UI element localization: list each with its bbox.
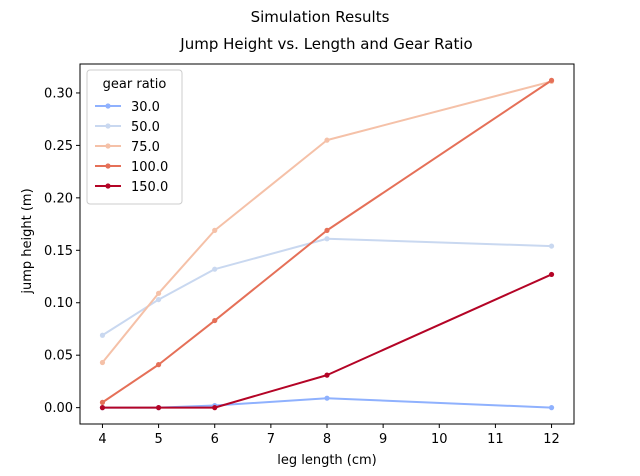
legend-entry-label: 30.0 bbox=[131, 100, 160, 115]
data-point bbox=[212, 227, 218, 233]
y-tick-label: 0.25 bbox=[44, 139, 73, 154]
data-point bbox=[324, 236, 330, 242]
legend-marker bbox=[105, 123, 111, 129]
y-tick-label: 0.30 bbox=[44, 86, 73, 101]
data-point bbox=[324, 372, 330, 378]
legend-box bbox=[86, 69, 183, 205]
y-tick-label: 0.15 bbox=[44, 244, 73, 259]
chart-suptitle: Simulation Results bbox=[251, 8, 390, 26]
data-point bbox=[548, 243, 555, 249]
x-tick-label: 6 bbox=[211, 432, 219, 447]
data-point bbox=[99, 399, 106, 405]
data-point bbox=[155, 290, 162, 296]
x-tick-label: 12 bbox=[543, 432, 560, 447]
x-tick-label: 10 bbox=[431, 432, 448, 447]
data-point bbox=[212, 317, 218, 324]
y-tick-label: 0.10 bbox=[44, 296, 73, 311]
x-tick-label: 5 bbox=[154, 432, 162, 447]
y-tick-label: 0.00 bbox=[44, 401, 73, 416]
data-point bbox=[548, 271, 555, 278]
legend-entry-label: 75.0 bbox=[131, 140, 160, 155]
data-point bbox=[324, 395, 330, 401]
legend-marker bbox=[105, 103, 111, 109]
data-point bbox=[324, 137, 330, 143]
x-axis-label: leg length (cm) bbox=[277, 453, 377, 468]
legend-title: gear ratio bbox=[103, 77, 167, 92]
legend-entry-label: 100.0 bbox=[131, 160, 168, 175]
x-tick-label: 7 bbox=[267, 432, 275, 447]
x-tick-label: 11 bbox=[487, 432, 504, 447]
legend-marker bbox=[105, 163, 111, 169]
legend-marker bbox=[105, 183, 111, 189]
data-point bbox=[155, 296, 162, 303]
legend: gear ratio 30.0 50.0 75.0 100.0 150.0 bbox=[86, 69, 183, 205]
data-point bbox=[548, 405, 555, 411]
data-point bbox=[155, 362, 162, 368]
y-tick-label: 0.05 bbox=[44, 349, 73, 364]
axes-frame bbox=[79, 63, 575, 425]
data-point bbox=[212, 266, 218, 272]
data-point bbox=[324, 227, 330, 233]
data-point bbox=[99, 332, 106, 338]
x-tick-label: 8 bbox=[323, 432, 331, 447]
legend-entry-label: 150.0 bbox=[131, 180, 168, 195]
x-tick-label: 4 bbox=[98, 432, 106, 447]
data-point bbox=[548, 77, 555, 83]
chart-title: Jump Height vs. Length and Gear Ratio bbox=[179, 35, 472, 53]
data-point bbox=[99, 359, 106, 366]
data-point bbox=[99, 405, 106, 411]
legend-marker bbox=[105, 143, 111, 149]
data-point bbox=[155, 405, 162, 411]
legend-entry-label: 50.0 bbox=[131, 120, 160, 135]
y-tick-label: 0.20 bbox=[44, 191, 73, 206]
x-tick-label: 9 bbox=[379, 432, 387, 447]
data-point bbox=[212, 405, 218, 411]
plot-area: 4 5 6 7 8 9 10 11 12 0.00 0.05 0.10 0.15 0.20 0.25 0.30… bbox=[44, 63, 575, 447]
y-axis-label: jump height (m) bbox=[20, 188, 35, 294]
